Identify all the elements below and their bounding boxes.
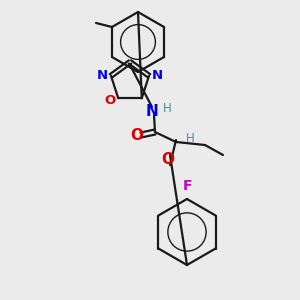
Text: O: O [130,128,143,142]
Text: N: N [152,69,163,82]
Text: H: H [186,131,195,145]
Text: N: N [97,69,108,82]
Text: O: O [104,94,115,107]
Text: N: N [146,104,158,119]
Text: F: F [182,179,192,193]
Text: O: O [161,152,175,167]
Text: H: H [163,103,172,116]
